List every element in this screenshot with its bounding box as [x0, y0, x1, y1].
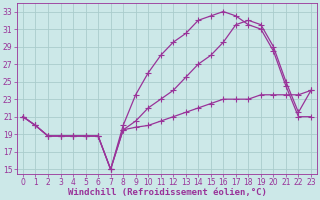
X-axis label: Windchill (Refroidissement éolien,°C): Windchill (Refroidissement éolien,°C) [68, 188, 266, 197]
